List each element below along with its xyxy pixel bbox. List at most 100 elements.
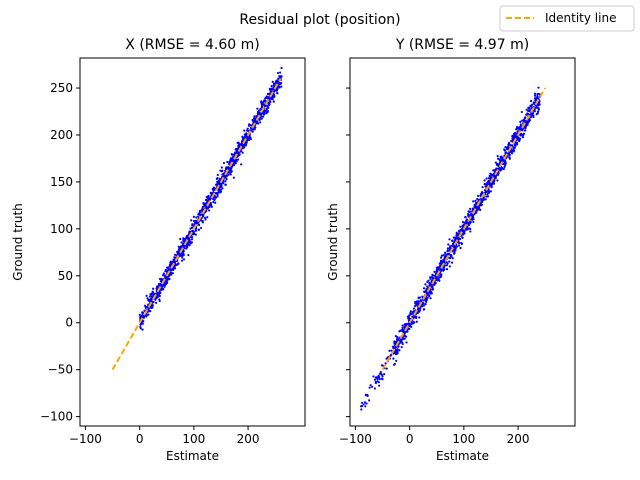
y-scatter-point [415,316,418,320]
x-scatter-point [280,66,283,70]
y-scatter-point [499,168,502,171]
y-scatter-point [481,186,484,189]
x-scatter-point [227,173,230,176]
y-scatter-point [511,140,514,143]
y-scatter-point [529,99,533,103]
x-ytick-label: 250 [50,81,73,95]
y-scatter-point [376,376,379,379]
y-scatter-point [524,125,527,128]
x-scatter-point [188,241,191,244]
x-scatter-point [237,141,240,144]
y-scatter-point [431,287,434,291]
y-scatter-point [461,236,464,239]
y-scatter-point [526,122,529,125]
x-scatter-point [205,202,208,205]
x-scatter-point [224,180,227,183]
y-scatter-point [485,195,488,198]
y-scatter-point [467,215,470,218]
x-scatter-point [187,237,190,240]
y-scatter-point [477,194,480,197]
x-scatter-point [260,105,264,108]
x-scatter-point [151,306,154,309]
y-scatter-point [524,126,527,129]
x-scatter-point [191,223,194,226]
y-scatter-point [390,353,393,356]
y-scatter-point [504,164,507,167]
x-scatter-point [275,89,278,92]
x-scatter-point [252,120,255,123]
y-scatter-point [467,224,470,227]
x-scatter-point [270,85,273,88]
x-scatter-point [260,103,263,106]
x-scatter-point [259,121,262,124]
x-scatter-point [229,157,233,160]
y-scatter-point [504,160,507,163]
x-scatter-point [232,176,235,179]
x-scatter-point [216,181,219,184]
x-scatter-point [280,85,283,88]
x-scatter-point [145,315,148,318]
y-scatter-point [428,294,431,297]
y-scatter-point [461,230,464,233]
x-scatter-point [158,294,161,298]
x-scatter-point [213,198,216,201]
y-scatter-point [519,123,522,126]
x-scatter-point [216,195,219,198]
y-scatter-point [430,275,434,279]
y-scatter-point [438,264,442,267]
y-scatter-point [404,322,407,326]
x-xtick-label: 200 [237,432,260,446]
y-scatter-point [416,308,420,311]
y-xtick-label: 100 [452,432,475,446]
x-scatter-point [271,80,274,83]
y-scatter-point [477,206,480,209]
y-scatter-point [532,115,535,119]
y-scatter-point [394,345,397,349]
y-scatter-point [474,205,478,209]
y-scatter-point [492,169,495,172]
y-scatter-point [414,304,417,308]
y-scatter-point [418,296,422,299]
x-xtick-label: 100 [182,432,205,446]
x-scatter-point [205,195,208,199]
x-scatter-point [273,94,276,98]
x-scatter-point [200,213,203,216]
y-scatter-point [448,257,451,260]
y-scatter-point [522,118,526,121]
x-scatter-point [167,275,170,278]
y-scatter-point [422,287,426,290]
y-scatter-point [393,342,396,345]
y-scatter-point [424,283,427,286]
x-scatter-point [140,322,143,325]
y-scatter-point [391,345,395,348]
y-identity-line [381,87,547,371]
x-scatter-point [193,221,197,224]
x-scatter-point [278,85,281,88]
x-scatter-point [245,139,248,142]
y-plot-area [360,86,547,411]
y-scatter-point [512,138,515,141]
x-scatter-point [177,250,180,253]
x-scatter-point [278,75,281,78]
x-scatter-point [221,169,224,172]
y-scatter-point [424,303,427,306]
y-scatter-point [396,348,399,351]
y-scatter-point [458,237,462,241]
y-scatter-point [455,232,459,235]
x-scatter-point [264,109,268,113]
y-scatter-point [407,327,410,330]
x-ytick-label: 200 [50,128,73,142]
y-scatter-point [405,341,408,344]
y-scatter-point [462,232,465,235]
y-scatter-point [439,261,442,264]
figure-suptitle: Residual plot (position) [239,12,400,28]
x-scatter-point [264,97,267,100]
x-scatter-point [194,229,198,232]
x-scatter-point [241,151,244,154]
y-scatter-point [533,94,537,97]
x-scatter-point [260,101,263,104]
y-scatter-point [364,405,367,408]
y-scatter-point [513,132,516,135]
y-scatter-point [439,274,443,277]
y-scatter-point [426,285,429,288]
